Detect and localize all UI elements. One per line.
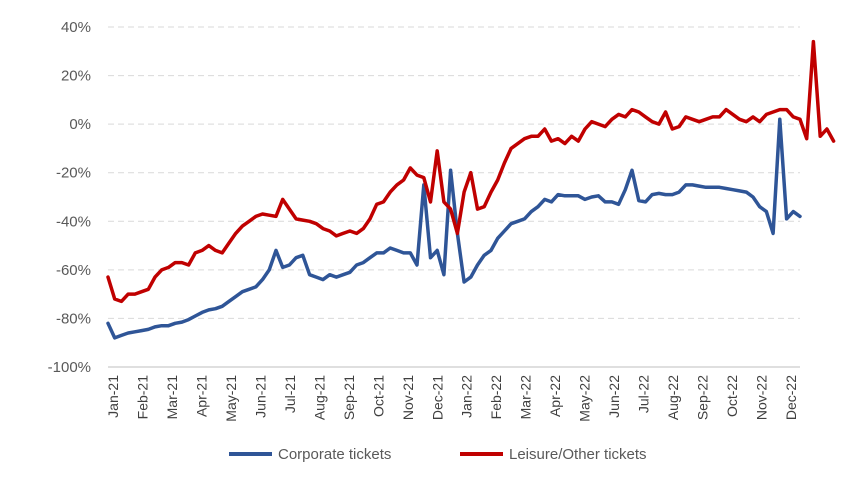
- y-tick-label: -80%: [56, 310, 91, 327]
- x-tick-label: Sep-21: [341, 375, 357, 420]
- x-tick-label: Oct-21: [370, 375, 386, 417]
- x-tick-label: Mar-22: [518, 375, 534, 420]
- x-tick-label: Jan-21: [105, 375, 121, 418]
- y-tick-label: 20%: [61, 68, 91, 85]
- y-tick-label: 40%: [61, 19, 91, 36]
- x-tick-label: Nov-21: [400, 375, 416, 420]
- x-tick-label: Aug-21: [311, 375, 327, 420]
- y-tick-label: -60%: [56, 262, 91, 279]
- y-tick-label: -100%: [48, 359, 91, 376]
- gridlines: [108, 26, 800, 319]
- x-axis: Jan-21 Feb-21 Mar-21 Apr-21 May-21 Jun-21 Jul-…: [105, 366, 800, 422]
- x-tick-label: Mar-21: [164, 375, 180, 420]
- x-tick-label: Apr-21: [193, 375, 209, 417]
- legend-label-corporate: Corporate tickets: [278, 446, 391, 463]
- x-tick-label: Feb-22: [488, 375, 504, 420]
- series-group: [106, 39, 836, 340]
- x-tick-label: Dec-22: [783, 375, 799, 420]
- series-line-corporate: [106, 117, 802, 340]
- x-tick-label: Dec-21: [429, 375, 445, 420]
- x-tick-label: Feb-21: [134, 375, 150, 420]
- x-tick-label: Jul-22: [636, 375, 652, 413]
- y-tick-label: -40%: [56, 213, 91, 230]
- x-tick-label: Jun-21: [252, 375, 268, 418]
- legend-label-leisure: Leisure/Other tickets: [509, 446, 647, 463]
- x-tick-label: Jul-21: [282, 375, 298, 413]
- y-tick-label: 0%: [69, 116, 91, 133]
- x-tick-label: Jun-22: [606, 375, 622, 418]
- x-tick-label: Sep-22: [695, 375, 711, 420]
- x-tick-label: May-21: [223, 375, 239, 422]
- x-tick-label: Oct-22: [724, 375, 740, 417]
- legend: Corporate tickets Leisure/Other tickets: [229, 446, 647, 463]
- series-line-leisure: [106, 39, 836, 304]
- x-tick-label: May-22: [577, 375, 593, 422]
- y-axis: 40% 20% 0% -20% -40% -60% -80% -100%: [48, 19, 91, 376]
- y-tick-label: -20%: [56, 165, 91, 182]
- x-tick-label: Nov-22: [754, 375, 770, 420]
- x-tick-label: Aug-22: [665, 375, 681, 420]
- x-tick-label: Apr-22: [547, 375, 563, 417]
- x-tick-label: Jan-22: [459, 375, 475, 418]
